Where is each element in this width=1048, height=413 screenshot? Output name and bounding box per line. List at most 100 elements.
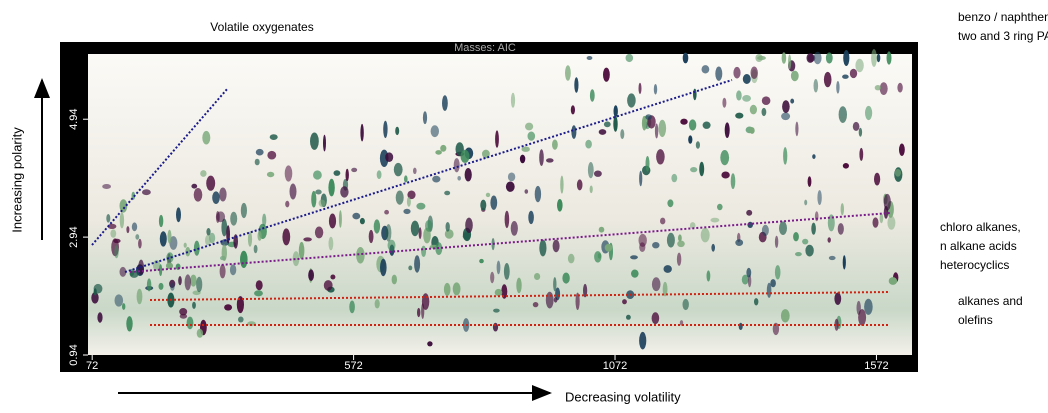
contour-blob <box>888 277 898 285</box>
contour-blob <box>795 121 799 137</box>
contour-blob <box>859 147 864 161</box>
contour-blob <box>314 226 324 239</box>
contour-blob <box>380 258 387 277</box>
contour-blob <box>107 223 117 229</box>
contour-blob <box>715 66 723 81</box>
contour-blob <box>742 74 751 84</box>
contour-blob <box>711 243 715 252</box>
contour-blob <box>840 203 844 216</box>
contour-blob <box>813 79 819 93</box>
contour-blob <box>262 213 267 227</box>
contour-blob <box>690 167 698 173</box>
contour-blob <box>333 170 341 176</box>
contour-blob <box>206 175 216 191</box>
contour-blob <box>408 265 413 271</box>
contour-blob <box>864 298 873 315</box>
x-axis-label: Decreasing volatility <box>565 389 681 404</box>
x-tick-label: 1572 <box>864 360 888 372</box>
y-tick-label: 4.94 <box>68 109 80 130</box>
contour-blob <box>774 235 779 248</box>
contour-blob <box>613 116 618 132</box>
contour-blob <box>490 195 498 210</box>
contour-blob <box>761 224 769 236</box>
contour-blob <box>384 209 389 215</box>
contour-blob <box>176 207 181 223</box>
contour-blob <box>414 255 421 273</box>
contour-blob <box>876 53 881 63</box>
contour-blob <box>660 217 666 225</box>
contour-blob <box>224 304 233 311</box>
contour-blob <box>385 152 394 162</box>
contour-blob <box>722 97 727 108</box>
contour-blob <box>828 255 836 261</box>
contour-blob <box>653 84 658 95</box>
contour-blob <box>735 239 744 247</box>
contour-blob <box>613 105 618 118</box>
contour-blob <box>585 139 592 149</box>
contour-blob <box>894 169 902 177</box>
guide-line <box>129 212 891 273</box>
contour-blob <box>852 121 860 131</box>
contour-blob <box>682 52 689 64</box>
contour-blob <box>383 120 388 139</box>
contour-blob <box>755 54 763 62</box>
contour-blob <box>555 287 561 301</box>
contour-blob <box>747 274 752 288</box>
contour-blob <box>391 274 397 285</box>
contour-blob <box>255 148 264 156</box>
contour-blob <box>717 203 723 211</box>
contour-blob <box>677 240 685 248</box>
contour-blob <box>413 167 417 174</box>
chart-title: Masses: AIC <box>454 42 516 54</box>
contour-blob <box>805 244 814 257</box>
contour-blob <box>738 322 743 330</box>
contour-blob <box>667 199 674 208</box>
contour-blob <box>749 104 758 115</box>
contour-blob <box>858 127 863 137</box>
contour-blob <box>788 54 792 70</box>
x-tick-label: 572 <box>344 360 362 372</box>
contour-blob <box>706 270 711 282</box>
contour-blob <box>899 143 905 156</box>
contour-blob <box>652 242 660 249</box>
contour-blob <box>167 229 172 244</box>
contour-blob <box>754 298 759 306</box>
contour-blob <box>200 170 207 177</box>
contour-blob <box>631 269 639 278</box>
contour-blob <box>395 190 404 205</box>
contour-blob <box>598 226 605 233</box>
contour-blob <box>236 296 244 314</box>
contour-blob <box>552 139 558 150</box>
contour-blob <box>170 283 175 291</box>
contour-blob <box>589 89 595 102</box>
contour-blob <box>622 299 627 305</box>
contour-blob <box>93 283 103 294</box>
contour-blob <box>403 208 411 215</box>
contour-blob <box>507 172 516 182</box>
contour-blob <box>780 309 790 323</box>
contour-blob <box>527 131 536 141</box>
contour-blob <box>158 214 164 228</box>
contour-blob <box>102 184 111 189</box>
y-axis-label: Increasing polarity <box>9 127 24 233</box>
contour-blob <box>323 134 326 152</box>
contour-blob <box>310 132 319 150</box>
contour-blob <box>693 88 697 101</box>
contour-blob <box>135 234 140 240</box>
contour-blob <box>802 238 809 245</box>
contour-blob <box>460 149 470 163</box>
contour-blob <box>781 112 791 121</box>
contour-blob <box>233 234 238 249</box>
contour-blob <box>345 168 349 182</box>
contour-blob <box>435 150 442 155</box>
contour-blob <box>638 233 647 247</box>
contour-blob <box>521 146 530 152</box>
contour-blob <box>594 170 602 177</box>
contour-blob <box>539 149 544 167</box>
contour-blob <box>169 236 178 250</box>
contour-blob <box>750 66 758 79</box>
contour-blob <box>700 227 710 243</box>
plot-area <box>88 54 912 355</box>
x-tick-label: 1072 <box>603 360 627 372</box>
